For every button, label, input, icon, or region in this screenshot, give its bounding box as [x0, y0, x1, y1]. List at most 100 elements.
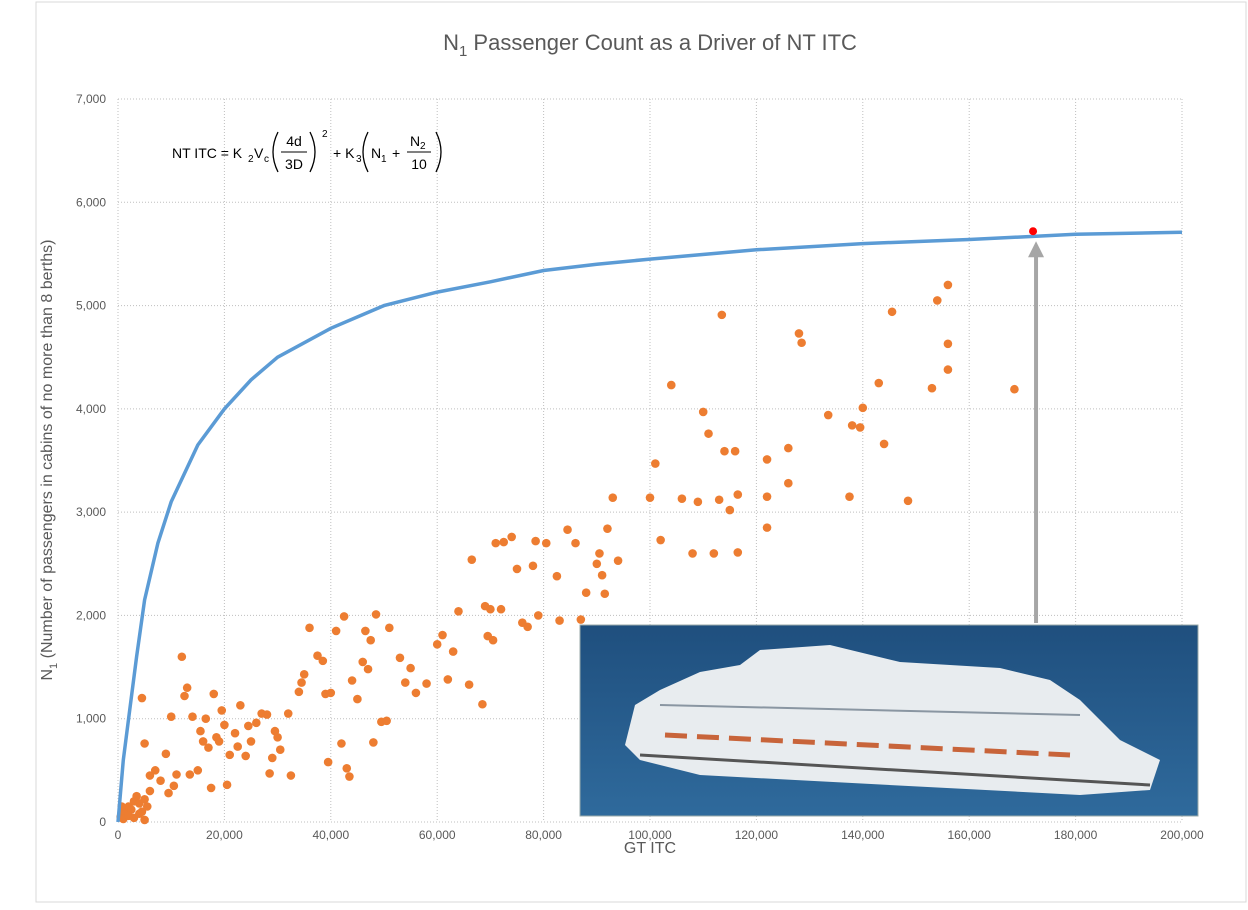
scatter-point [486, 605, 495, 614]
formula-sup: 2 [322, 129, 328, 140]
x-tick-label: 180,000 [1054, 828, 1098, 842]
y-tick-label: 3,000 [76, 505, 106, 519]
scatter-point [513, 565, 522, 574]
scatter-point [276, 745, 285, 754]
scatter-point [241, 752, 250, 761]
chart: 020,00040,00060,00080,000100,000120,0001… [0, 0, 1248, 905]
scatter-point [763, 455, 772, 464]
scatter-point [856, 423, 865, 432]
scatter-point [608, 493, 617, 502]
scatter-point [231, 729, 240, 738]
formula-part: V [254, 145, 264, 161]
scatter-point [215, 737, 224, 746]
scatter-point [433, 640, 442, 649]
formula-part: N [371, 145, 381, 161]
scatter-point [563, 525, 572, 534]
scatter-point [268, 754, 277, 763]
scatter-point [183, 683, 192, 692]
scatter-point [385, 624, 394, 633]
scatter-point [284, 709, 293, 718]
scatter-point [140, 816, 149, 825]
scatter-point [694, 498, 703, 507]
scatter-point [944, 281, 953, 290]
scatter-point [859, 404, 868, 413]
scatter-point [382, 716, 391, 725]
scatter-point [646, 493, 655, 502]
scatter-point [366, 636, 375, 645]
scatter-point [534, 611, 543, 620]
scatter-point [553, 572, 562, 581]
scatter-point [614, 556, 623, 565]
scatter-point [874, 379, 883, 388]
scatter-point [710, 549, 719, 558]
formula-numerator: N [410, 133, 420, 149]
y-tick-label: 6,000 [76, 195, 106, 209]
x-axis-label: GT ITC [624, 840, 676, 857]
scatter-point [180, 692, 189, 701]
scatter-point [499, 538, 508, 547]
scatter-point [170, 782, 179, 791]
scatter-point [733, 548, 742, 557]
scatter-point [156, 776, 165, 785]
scatter-point [340, 612, 349, 621]
scatter-point [327, 689, 336, 698]
scatter-point [667, 381, 676, 390]
y-tick-label: 1,000 [76, 712, 106, 726]
scatter-point [263, 710, 272, 719]
scatter-point [478, 700, 487, 709]
scatter-point [178, 652, 187, 661]
scatter-point [196, 727, 205, 736]
scatter-point [678, 494, 687, 503]
x-tick-label: 60,000 [419, 828, 456, 842]
x-tick-label: 80,000 [525, 828, 562, 842]
scatter-point [497, 605, 506, 614]
scatter-point [651, 459, 660, 468]
scatter-point [188, 712, 197, 721]
title-sub: 1 [459, 43, 467, 60]
scatter-point [396, 653, 405, 662]
scatter-point [209, 690, 218, 699]
formula-part: NT ITC = K [172, 145, 243, 161]
scatter-point [720, 447, 729, 456]
scatter-point [140, 739, 149, 748]
scatter-point [186, 770, 195, 779]
scatter-point [593, 559, 602, 568]
title-part: N [443, 30, 459, 55]
scatter-point [319, 657, 328, 666]
x-tick-label: 20,000 [206, 828, 243, 842]
scatter-point [523, 622, 532, 631]
y-tick-label: 5,000 [76, 299, 106, 313]
scatter-point [297, 678, 306, 687]
scatter-point [265, 769, 274, 778]
scatter-point [233, 742, 242, 751]
y-tick-label: 4,000 [76, 402, 106, 416]
y-tick-label: 7,000 [76, 92, 106, 106]
formula-numerator: 4d [286, 133, 302, 149]
scatter-point [933, 296, 942, 305]
scatter-point [406, 664, 415, 673]
y-tick-label: 2,000 [76, 608, 106, 622]
scatter-point [225, 751, 234, 760]
scatter-point [542, 539, 551, 548]
formula-part: + K [333, 145, 355, 161]
formula-sub: 3 [356, 154, 362, 165]
scatter-point [305, 624, 314, 633]
scatter-point [207, 784, 216, 793]
scatter-point [194, 766, 203, 775]
scatter-point [699, 408, 708, 417]
formula-sub: c [264, 154, 269, 165]
scatter-point [845, 492, 854, 501]
scatter-point [600, 589, 609, 598]
scatter-point [555, 616, 564, 625]
x-tick-label: 120,000 [735, 828, 779, 842]
scatter-point [888, 307, 897, 316]
x-tick-label: 160,000 [948, 828, 992, 842]
scatter-point [688, 549, 697, 558]
y-tick-label: 0 [99, 815, 106, 829]
scatter-point [162, 750, 171, 759]
scatter-point [172, 770, 181, 779]
scatter-point [247, 737, 256, 746]
x-tick-label: 200,000 [1160, 828, 1204, 842]
formula-part: + [392, 145, 400, 161]
scatter-point [733, 490, 742, 499]
